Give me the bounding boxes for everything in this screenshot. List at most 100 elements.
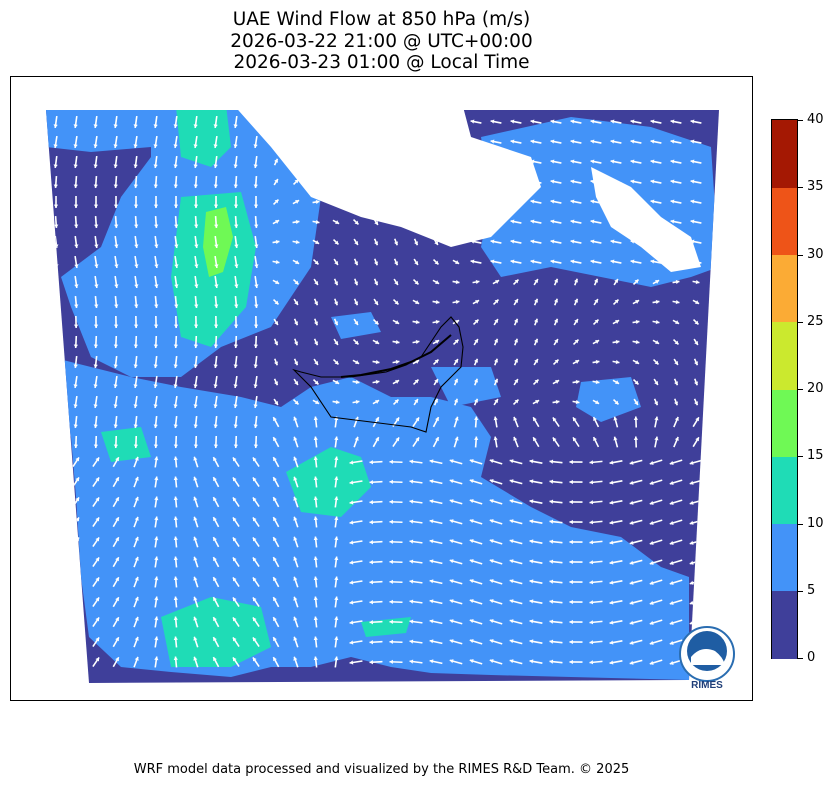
wind-arrow-head <box>454 416 459 421</box>
wind-arrow-head <box>53 364 58 368</box>
wind-arrow-head <box>354 281 359 286</box>
wind-arrow-head <box>234 284 239 288</box>
wind-arrow-head <box>573 437 577 442</box>
wind-arrow-head <box>232 537 237 542</box>
wind-arrow-head <box>274 199 279 204</box>
wind-arrow-head <box>409 659 414 664</box>
wind-arrow-head <box>153 184 158 188</box>
wind-arrow-head <box>649 620 654 625</box>
wind-arrow-head <box>569 539 573 545</box>
wind-arrow-head <box>213 144 218 148</box>
wind-arrow-head <box>115 657 119 662</box>
wind-arrow-head <box>73 424 78 428</box>
wind-arrow-head <box>293 476 298 481</box>
wind-arrow-head <box>93 404 98 408</box>
wind-arrow-head <box>294 280 299 285</box>
wind-arrow-head <box>429 479 434 484</box>
wind-arrow-head <box>469 619 474 624</box>
wind-arrow-head <box>53 164 58 168</box>
wind-arrow-head <box>314 380 319 385</box>
wind-arrow-head <box>434 181 439 186</box>
wind-arrow-head <box>173 496 178 501</box>
wind-arrow-head <box>213 517 217 522</box>
wind-arrow-head <box>355 399 360 405</box>
wind-arrow-head <box>114 264 119 268</box>
wind-arrow-head <box>389 459 393 465</box>
wind-arrow-head <box>435 319 440 325</box>
wind-arrow-head <box>234 244 239 248</box>
wind-arrow-head <box>474 358 479 363</box>
wind-arrow-head <box>314 139 318 144</box>
wind-arrow-head <box>689 560 694 565</box>
wind-arrow-head <box>294 300 298 305</box>
wind-arrow-head <box>414 399 418 404</box>
wind-arrow-head <box>529 579 534 584</box>
wind-arrow-head <box>655 319 660 325</box>
wind-arrow-head <box>550 139 555 144</box>
wind-arrow-head <box>93 384 98 388</box>
wind-arrow-head <box>449 459 454 464</box>
wind-arrow-head <box>253 364 258 368</box>
wind-arrow-head <box>193 204 199 208</box>
wind-arrow-head <box>253 124 258 128</box>
wind-arrow-head <box>589 600 594 605</box>
wind-arrow-head <box>232 477 237 482</box>
wind-arrow-head <box>629 520 634 525</box>
wind-arrow-head <box>334 496 339 501</box>
wind-arrow-head <box>294 361 299 366</box>
wind-arrow-head <box>354 436 359 441</box>
wind-arrow-head <box>213 324 219 328</box>
wind-arrow-head <box>233 364 238 368</box>
wind-arrow-head <box>154 304 159 308</box>
wind-arrow-head <box>549 639 554 644</box>
wind-arrow-head <box>570 239 575 244</box>
wind-arrow-head <box>394 280 398 285</box>
wind-arrow-head <box>590 199 595 204</box>
wind-arrow-head <box>395 339 400 345</box>
wind-arrow-head <box>315 180 320 184</box>
wind-arrow <box>54 295 58 309</box>
wind-arrow-head <box>232 557 237 562</box>
wind-arrow-head <box>674 401 679 406</box>
colorbar-tick-label: 35 <box>807 179 824 195</box>
wind-arrow-head <box>133 204 139 208</box>
wind-arrow-head <box>530 259 535 264</box>
wind-arrow-head <box>609 660 614 665</box>
wind-arrow-head <box>569 499 573 505</box>
wind-arrow-head <box>273 537 277 542</box>
wind-arrow-head <box>93 144 98 148</box>
colorbar-tick-label: 25 <box>807 313 824 329</box>
wind-arrow-head <box>369 600 374 605</box>
wind-arrow-head <box>530 239 535 244</box>
wind-arrow-head <box>154 456 159 461</box>
wind-arrow-head <box>670 219 675 224</box>
wind-arrow-head <box>75 557 80 562</box>
wind-arrow-head <box>153 404 158 408</box>
wind-arrow <box>54 395 58 409</box>
wind-arrow-head <box>670 159 675 164</box>
wind-arrow-head <box>173 576 178 581</box>
wind-arrow-head <box>674 381 679 386</box>
wind-arrow-head <box>534 379 539 384</box>
wind-arrow-head <box>434 359 439 364</box>
wind-arrow-head <box>113 444 119 448</box>
wind-arrow-head <box>389 619 393 625</box>
wind-arrow-head <box>254 244 259 248</box>
wind-arrow-head <box>694 401 699 406</box>
wind-arrow-head <box>573 417 577 422</box>
wind-arrow-head <box>630 219 635 224</box>
wind-arrow-head <box>194 224 199 228</box>
wind-arrow-head <box>53 404 58 408</box>
wind-arrow-head <box>154 636 159 641</box>
wind-arrow-head <box>354 220 359 225</box>
wind-arrow-head <box>695 300 700 304</box>
wind-arrow <box>52 536 60 548</box>
wind-arrow-head <box>409 619 414 624</box>
wind-arrow-head <box>369 560 374 565</box>
wind-arrow-head <box>489 559 494 564</box>
wind-arrow-head <box>334 556 339 561</box>
wind-arrow <box>52 656 60 668</box>
wind-arrow-head <box>633 436 639 440</box>
wind-arrow-head <box>615 359 620 365</box>
wind-arrow-head <box>675 320 680 324</box>
